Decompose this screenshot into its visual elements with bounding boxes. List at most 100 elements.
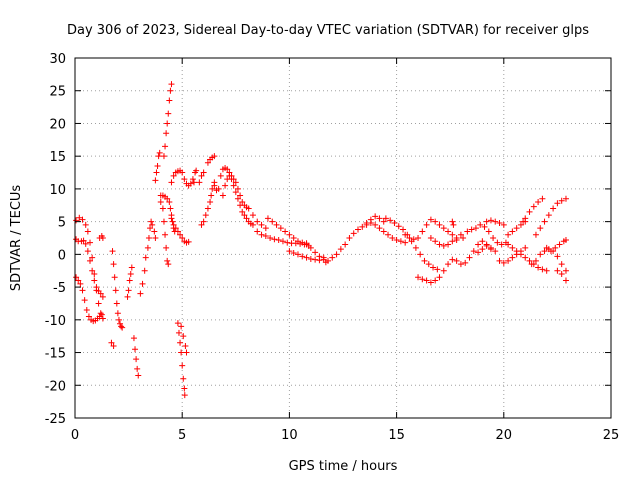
data-point xyxy=(350,230,357,237)
data-point xyxy=(237,202,244,209)
data-point xyxy=(164,257,171,264)
data-point xyxy=(545,212,552,219)
data-point xyxy=(460,235,467,241)
x-tick-labels: 0 5 10 15 20 25 xyxy=(71,428,619,443)
series-arc-6 xyxy=(109,248,126,331)
data-point xyxy=(180,333,187,340)
data-point xyxy=(294,238,301,245)
data-point xyxy=(562,236,569,243)
data-point xyxy=(500,221,507,228)
data-point xyxy=(89,254,96,261)
data-point xyxy=(91,277,98,284)
series-arc-19 xyxy=(190,167,200,186)
data-point xyxy=(148,218,155,225)
data-point xyxy=(152,177,159,184)
data-point xyxy=(91,271,98,277)
series-arc-31 xyxy=(363,213,387,226)
data-point xyxy=(526,257,533,264)
data-point xyxy=(466,254,473,261)
data-point xyxy=(132,346,139,353)
data-point xyxy=(513,248,520,255)
data-point xyxy=(230,182,237,189)
data-point xyxy=(286,248,293,255)
data-point xyxy=(241,212,248,219)
data-point xyxy=(84,248,91,255)
data-point xyxy=(380,228,387,235)
data-point xyxy=(76,214,83,221)
series-arc-3 xyxy=(73,274,105,325)
data-point xyxy=(389,235,396,241)
data-point xyxy=(402,239,409,246)
data-point xyxy=(445,228,452,235)
series-arc-23 xyxy=(211,182,222,194)
series-arc-49 xyxy=(543,236,569,255)
series-arc-47 xyxy=(528,246,569,274)
series-arc-4 xyxy=(96,233,106,241)
data-point xyxy=(440,267,447,274)
data-point xyxy=(436,274,443,281)
data-point xyxy=(179,235,186,241)
data-point xyxy=(119,324,126,331)
data-point xyxy=(219,192,226,199)
data-point xyxy=(181,176,188,183)
x-tick-label: 15 xyxy=(388,428,405,443)
series-arc-39 xyxy=(457,231,467,241)
data-point xyxy=(522,244,529,251)
data-point xyxy=(528,261,535,268)
data-point xyxy=(166,199,173,205)
data-point xyxy=(387,217,394,224)
data-point xyxy=(284,239,291,246)
data-point xyxy=(346,235,353,241)
data-point xyxy=(464,228,471,235)
data-point xyxy=(462,259,469,266)
data-point xyxy=(84,228,91,235)
data-point xyxy=(226,172,233,179)
data-point xyxy=(73,217,80,224)
data-point xyxy=(427,279,434,286)
data-point xyxy=(172,225,179,232)
data-point xyxy=(245,205,252,212)
data-point xyxy=(271,236,278,243)
data-point xyxy=(427,216,434,223)
data-point xyxy=(224,166,231,173)
data-point xyxy=(475,249,482,256)
series-arc-16 xyxy=(168,215,192,246)
data-point xyxy=(95,300,102,307)
data-point xyxy=(505,231,512,238)
data-point xyxy=(75,277,82,284)
data-point xyxy=(359,223,366,230)
data-point xyxy=(492,218,499,225)
data-point xyxy=(453,236,460,243)
data-point xyxy=(434,266,441,273)
data-point xyxy=(558,271,565,277)
data-point xyxy=(189,176,196,183)
data-point xyxy=(363,219,370,226)
data-point xyxy=(562,267,569,274)
data-point xyxy=(449,256,456,263)
data-point xyxy=(299,253,306,260)
grid-lines xyxy=(75,58,611,418)
data-point xyxy=(79,216,86,223)
data-point xyxy=(153,169,160,176)
data-point xyxy=(185,238,192,245)
series-arc-13 xyxy=(157,199,172,268)
data-point xyxy=(222,182,229,189)
data-point xyxy=(87,239,94,246)
data-point xyxy=(479,246,486,253)
data-point xyxy=(558,197,565,204)
data-point xyxy=(421,257,428,264)
y-axis-label: SDTVAR / TECUs xyxy=(9,185,24,292)
data-point xyxy=(303,254,310,261)
data-point xyxy=(79,287,86,294)
series-arc-37 xyxy=(449,218,457,228)
data-point xyxy=(162,231,169,238)
data-point xyxy=(457,231,464,238)
data-point xyxy=(445,261,452,268)
data-point xyxy=(294,251,301,258)
data-point xyxy=(505,257,512,264)
data-point xyxy=(126,277,133,284)
data-point xyxy=(211,153,218,160)
data-point xyxy=(209,185,216,192)
series-arc-42 xyxy=(483,217,507,228)
data-point xyxy=(547,248,554,255)
